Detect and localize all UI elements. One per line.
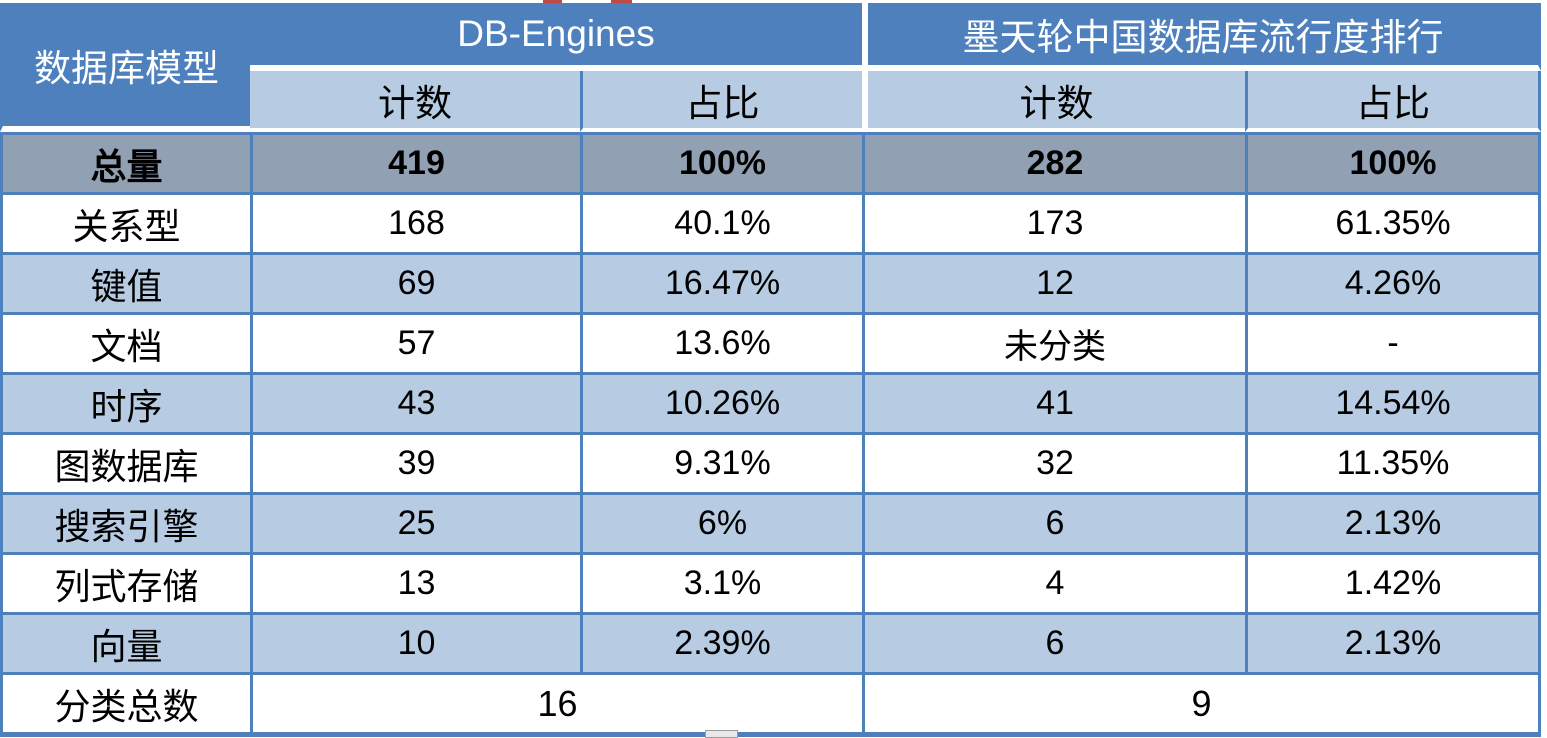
table-row: 键值 69 16.47% 12 4.26% [0, 252, 1541, 312]
subheader-modb-share: 占比 [1245, 71, 1541, 132]
clipped-text-artifact-left [543, 0, 562, 3]
cell-dbengines-count: 419 [250, 132, 580, 192]
cell-modb-count: 41 [862, 372, 1245, 432]
cell-modb-share: 2.13% [1245, 492, 1541, 552]
subheader-modb-count: 计数 [862, 71, 1245, 132]
row-label: 向量 [0, 612, 250, 672]
cell-dbengines-count: 168 [250, 192, 580, 252]
table-row: 图数据库 39 9.31% 32 11.35% [0, 432, 1541, 492]
table-row: 列式存储 13 3.1% 4 1.42% [0, 552, 1541, 612]
database-model-comparison-table: 数据库模型 DB-Engines 墨天轮中国数据库流行度排行 计数 占比 计数 … [0, 3, 1541, 737]
header-subcolumn-row: 计数 占比 计数 占比 [0, 71, 1541, 132]
table-row: 时序 43 10.26% 41 14.54% [0, 372, 1541, 432]
table-stage: 数据库模型 DB-Engines 墨天轮中国数据库流行度排行 计数 占比 计数 … [0, 3, 1541, 737]
cell-modb-share: 2.13% [1245, 612, 1541, 672]
footer-row-category-totals: 分类总数 16 9 [0, 672, 1541, 737]
row-label: 搜索引擎 [0, 492, 250, 552]
cell-modb-count: 未分类 [862, 312, 1245, 372]
footer-value-modb-categories: 9 [862, 672, 1541, 737]
cell-modb-share: 1.42% [1245, 552, 1541, 612]
cell-modb-share: 14.54% [1245, 372, 1541, 432]
table-row: 向量 10 2.39% 6 2.13% [0, 612, 1541, 672]
corner-header-database-model: 数据库模型 [0, 3, 250, 132]
cell-dbengines-count: 57 [250, 312, 580, 372]
cell-dbengines-share: 16.47% [580, 252, 862, 312]
cell-dbengines-share: 100% [580, 132, 862, 192]
table-footer: 分类总数 16 9 [0, 672, 1541, 737]
row-label: 时序 [0, 372, 250, 432]
row-label: 键值 [0, 252, 250, 312]
row-label: 关系型 [0, 192, 250, 252]
cell-dbengines-share: 13.6% [580, 312, 862, 372]
group-header-modb-china-ranking: 墨天轮中国数据库流行度排行 [862, 3, 1541, 71]
cell-dbengines-share: 6% [580, 492, 862, 552]
cell-modb-count: 32 [862, 432, 1245, 492]
cell-dbengines-share: 9.31% [580, 432, 862, 492]
cell-modb-count: 6 [862, 612, 1245, 672]
cell-dbengines-share: 2.39% [580, 612, 862, 672]
cell-modb-share: 61.35% [1245, 192, 1541, 252]
clipped-text-artifact-right [611, 0, 632, 3]
cell-modb-share: 11.35% [1245, 432, 1541, 492]
scrollbar-artifact[interactable] [705, 730, 738, 738]
table-row: 关系型 168 40.1% 173 61.35% [0, 192, 1541, 252]
cell-modb-count: 282 [862, 132, 1245, 192]
group-header-db-engines: DB-Engines [250, 3, 862, 71]
row-label: 文档 [0, 312, 250, 372]
subheader-dbengines-count: 计数 [250, 71, 580, 132]
table-body: 总量 419 100% 282 100% 关系型 168 40.1% 173 6… [0, 132, 1541, 672]
cell-modb-share: 100% [1245, 132, 1541, 192]
header-group-row: 数据库模型 DB-Engines 墨天轮中国数据库流行度排行 [0, 3, 1541, 132]
footer-value-dbengines-categories: 16 [250, 672, 862, 737]
subheader-dbengines-share: 占比 [580, 71, 862, 132]
row-label: 列式存储 [0, 552, 250, 612]
row-label: 总量 [0, 132, 250, 192]
row-label: 图数据库 [0, 432, 250, 492]
table-header: 数据库模型 DB-Engines 墨天轮中国数据库流行度排行 计数 占比 计数 … [0, 3, 1541, 132]
cell-dbengines-count: 25 [250, 492, 580, 552]
cell-modb-share: 4.26% [1245, 252, 1541, 312]
cell-dbengines-share: 3.1% [580, 552, 862, 612]
table-row: 搜索引擎 25 6% 6 2.13% [0, 492, 1541, 552]
cell-modb-count: 4 [862, 552, 1245, 612]
cell-dbengines-share: 40.1% [580, 192, 862, 252]
cell-dbengines-count: 13 [250, 552, 580, 612]
cell-modb-count: 6 [862, 492, 1245, 552]
table-row-total: 总量 419 100% 282 100% [0, 132, 1541, 192]
cell-modb-count: 12 [862, 252, 1245, 312]
table-row: 文档 57 13.6% 未分类 - [0, 312, 1541, 372]
footer-label-category-total: 分类总数 [0, 672, 250, 737]
cell-dbengines-count: 39 [250, 432, 580, 492]
cell-dbengines-count: 10 [250, 612, 580, 672]
cell-modb-count: 173 [862, 192, 1245, 252]
cell-dbengines-count: 43 [250, 372, 580, 432]
cell-modb-share: - [1245, 312, 1541, 372]
cell-dbengines-share: 10.26% [580, 372, 862, 432]
cell-dbengines-count: 69 [250, 252, 580, 312]
